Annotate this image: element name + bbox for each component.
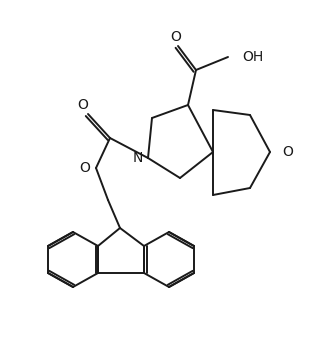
Text: O: O (282, 145, 293, 159)
Text: O: O (170, 30, 181, 44)
Text: O: O (80, 161, 90, 175)
Text: OH: OH (242, 50, 263, 64)
Text: O: O (77, 98, 88, 112)
Text: N: N (133, 151, 143, 165)
